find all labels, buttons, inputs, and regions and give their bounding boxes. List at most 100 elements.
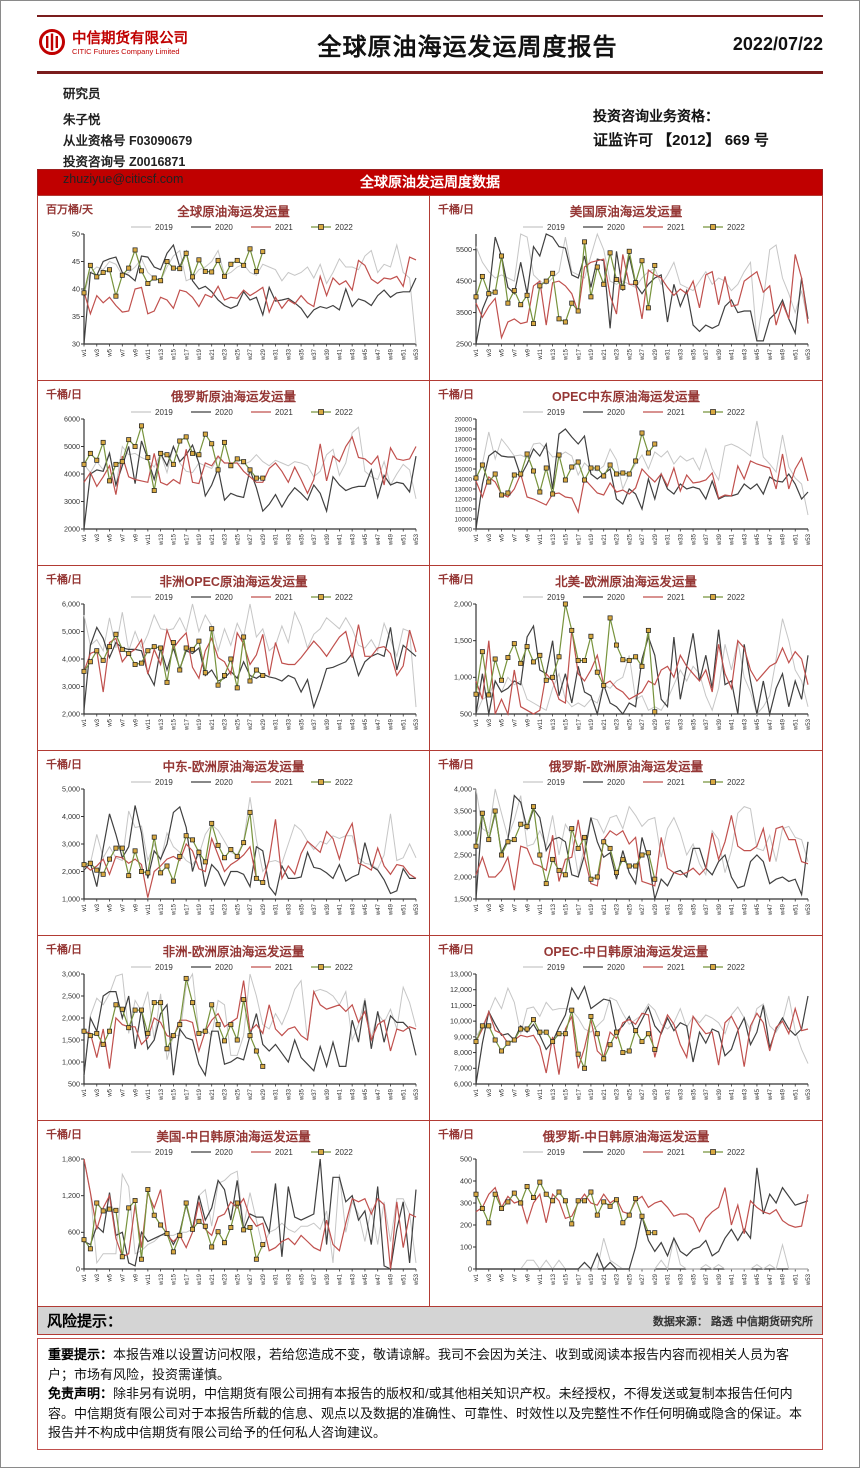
svg-text:17000: 17000	[454, 446, 472, 453]
researcher-email[interactable]: zhuziyue@citicsf.com	[63, 172, 184, 186]
svg-text:w27: w27	[248, 1273, 254, 1286]
svg-text:w19: w19	[197, 1088, 203, 1101]
svg-text:w51: w51	[401, 1273, 407, 1286]
svg-text:2022: 2022	[335, 963, 353, 972]
svg-text:2020: 2020	[607, 778, 625, 787]
svg-text:w51: w51	[793, 1273, 799, 1286]
svg-text:w39: w39	[325, 1088, 331, 1101]
chart-title: 俄罗斯原油海运发运量	[170, 390, 296, 404]
svg-text:500: 500	[460, 709, 472, 718]
svg-text:w35: w35	[299, 1273, 305, 1286]
svg-text:w1: w1	[82, 348, 88, 357]
series-2022-markers	[473, 601, 658, 715]
svg-text:w5: w5	[108, 903, 114, 912]
svg-text:w43: w43	[350, 533, 356, 546]
svg-text:w39: w39	[325, 903, 331, 916]
section-banner: 全球原油发运周度数据	[37, 169, 823, 195]
svg-text:w25: w25	[235, 1273, 241, 1286]
svg-text:4,000: 4,000	[454, 784, 472, 793]
svg-text:w51: w51	[793, 718, 799, 731]
series-2022	[475, 430, 656, 496]
chart-unit-label: 千桶/日	[438, 1129, 475, 1141]
svg-text:w7: w7	[121, 718, 127, 727]
chart-unit-label: 千桶/日	[438, 759, 475, 771]
svg-text:w49: w49	[389, 903, 395, 916]
svg-text:3000: 3000	[64, 497, 80, 506]
svg-text:2019: 2019	[547, 963, 565, 972]
svg-text:w41: w41	[338, 1088, 344, 1101]
svg-text:w33: w33	[287, 903, 293, 916]
svg-text:w45: w45	[755, 533, 761, 546]
svg-text:w33: w33	[679, 1088, 685, 1101]
series-2019	[83, 426, 417, 499]
svg-text:w1: w1	[474, 903, 480, 912]
svg-text:2020: 2020	[215, 778, 233, 787]
y-axis-ticks: 2,000 3,000 4,000 5,000 6,000	[62, 599, 84, 718]
svg-text:w1: w1	[82, 718, 88, 727]
svg-text:w17: w17	[576, 348, 582, 361]
svg-text:w47: w47	[768, 1088, 774, 1101]
svg-text:w15: w15	[172, 348, 178, 361]
svg-text:w1: w1	[474, 533, 480, 542]
svg-text:2020: 2020	[215, 408, 233, 417]
svg-text:w19: w19	[197, 348, 203, 361]
svg-text:w13: w13	[159, 1088, 165, 1101]
svg-text:w43: w43	[350, 1273, 356, 1286]
svg-text:w11: w11	[538, 348, 544, 360]
svg-text:w33: w33	[287, 1088, 293, 1101]
svg-text:w17: w17	[184, 533, 190, 546]
svg-text:2022: 2022	[727, 1148, 745, 1157]
svg-text:w31: w31	[274, 533, 280, 546]
svg-text:w39: w39	[325, 533, 331, 546]
svg-text:0: 0	[468, 1264, 472, 1273]
svg-text:30: 30	[72, 339, 80, 348]
svg-text:w7: w7	[513, 533, 519, 542]
svg-text:1,500: 1,500	[454, 894, 472, 903]
svg-text:2020: 2020	[607, 963, 625, 972]
citic-logo-icon	[37, 27, 67, 62]
svg-text:9000: 9000	[458, 526, 473, 533]
chart-unit-label: 千桶/日	[438, 944, 475, 956]
chart-title: 俄罗斯-中日韩原油海运发运量	[542, 1130, 710, 1144]
series-2022-markers	[81, 246, 266, 299]
svg-text:2020: 2020	[215, 223, 233, 232]
y-axis-ticks: 1,000 2,000 3,000 4,000 5,000	[62, 784, 84, 903]
y-axis-ticks: 2500 3500 4500 5500	[456, 245, 476, 348]
svg-text:w27: w27	[248, 903, 254, 916]
svg-text:w15: w15	[172, 903, 178, 916]
svg-text:2022: 2022	[727, 963, 745, 972]
license-line2: 证监许可 【2012】 669 号	[593, 132, 769, 149]
svg-text:w53: w53	[806, 533, 812, 546]
svg-text:w9: w9	[525, 348, 531, 357]
y-axis-ticks: 0 100 200 300 400 500	[460, 1154, 476, 1273]
svg-text:w29: w29	[261, 1088, 267, 1101]
svg-text:w1: w1	[474, 348, 480, 357]
svg-text:w31: w31	[274, 718, 280, 731]
svg-text:w13: w13	[159, 1273, 165, 1286]
svg-text:w5: w5	[108, 1273, 114, 1282]
svg-text:w41: w41	[730, 1088, 736, 1101]
svg-text:2020: 2020	[215, 593, 233, 602]
svg-text:2021: 2021	[667, 963, 685, 972]
researcher-qualification: 从业资格号 F03090679	[63, 134, 193, 148]
svg-text:5,000: 5,000	[62, 784, 80, 793]
svg-text:w5: w5	[500, 348, 506, 357]
svg-text:45: 45	[72, 257, 80, 266]
svg-text:w1: w1	[82, 1273, 88, 1282]
svg-text:w19: w19	[589, 718, 595, 731]
svg-text:w15: w15	[172, 718, 178, 731]
svg-text:w35: w35	[691, 718, 697, 731]
svg-text:w37: w37	[704, 1273, 710, 1286]
svg-text:2500: 2500	[456, 339, 472, 348]
svg-text:w47: w47	[768, 718, 774, 731]
svg-text:w19: w19	[197, 718, 203, 731]
series-2021	[475, 1006, 809, 1075]
chart-title: 中东-欧洲原油海运发运量	[162, 760, 305, 774]
svg-text:16000: 16000	[454, 456, 472, 463]
svg-text:3,000: 3,000	[62, 969, 80, 978]
x-axis-ticks: w1 w3 w5 w7 w9 w11 w13 w15 w17 w19 w21 w23 w25 w27 w29…	[474, 529, 812, 546]
svg-text:w43: w43	[742, 1273, 748, 1286]
svg-text:2022: 2022	[335, 593, 353, 602]
svg-text:1,500: 1,500	[454, 636, 472, 645]
